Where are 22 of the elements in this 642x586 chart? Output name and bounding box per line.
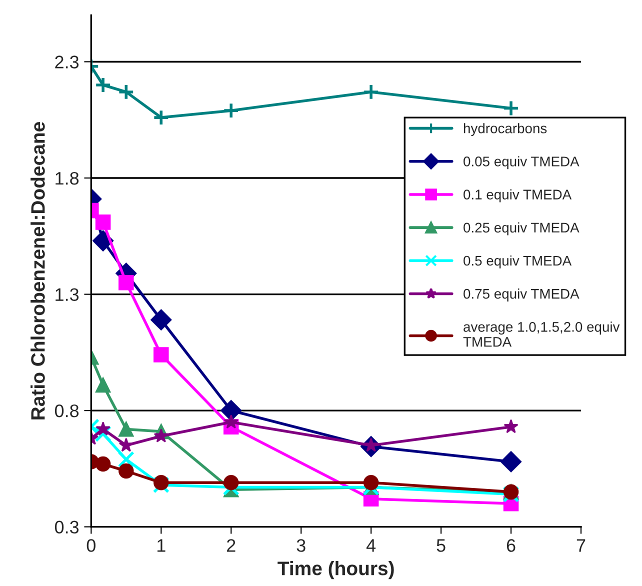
- legend-label: 0.1 equiv TMEDA: [464, 189, 572, 202]
- y-tick-label: 1.3: [56, 288, 79, 301]
- legend-label: hydrocarbons: [464, 123, 547, 136]
- y-tick-label: 0.8: [54, 404, 79, 418]
- legend-label: average 1.0,1.5,2.0 equiv TMEDA: [463, 322, 620, 347]
- y-tick-label: 2.3: [55, 56, 79, 68]
- x-tick-label: 6: [506, 539, 516, 552]
- legend-label: 0.75 equiv TMEDA: [464, 288, 580, 302]
- legend-label: 0.05 equiv TMEDA: [464, 156, 580, 170]
- x-tick-label: 7: [576, 539, 586, 552]
- y-tick-label: 0.3: [54, 520, 79, 534]
- x-tick-label: 1: [158, 539, 166, 552]
- x-tick-label: 5: [436, 539, 446, 552]
- x-tick-label: 0: [86, 539, 96, 552]
- x-tick-label: 4: [366, 539, 376, 552]
- y-axis-title: Ratio Chlorobenzenel:Dodecane: [30, 122, 45, 420]
- x-tick-label: 2: [227, 539, 236, 552]
- y-tick-label: 1.8: [56, 172, 79, 185]
- x-axis-title: Time (hours): [278, 561, 394, 580]
- legend-label: 0.5 equiv TMEDA: [464, 255, 572, 268]
- legend-label: 0.25 equiv TMEDA: [464, 222, 580, 236]
- x-tick-label: 3: [296, 539, 306, 552]
